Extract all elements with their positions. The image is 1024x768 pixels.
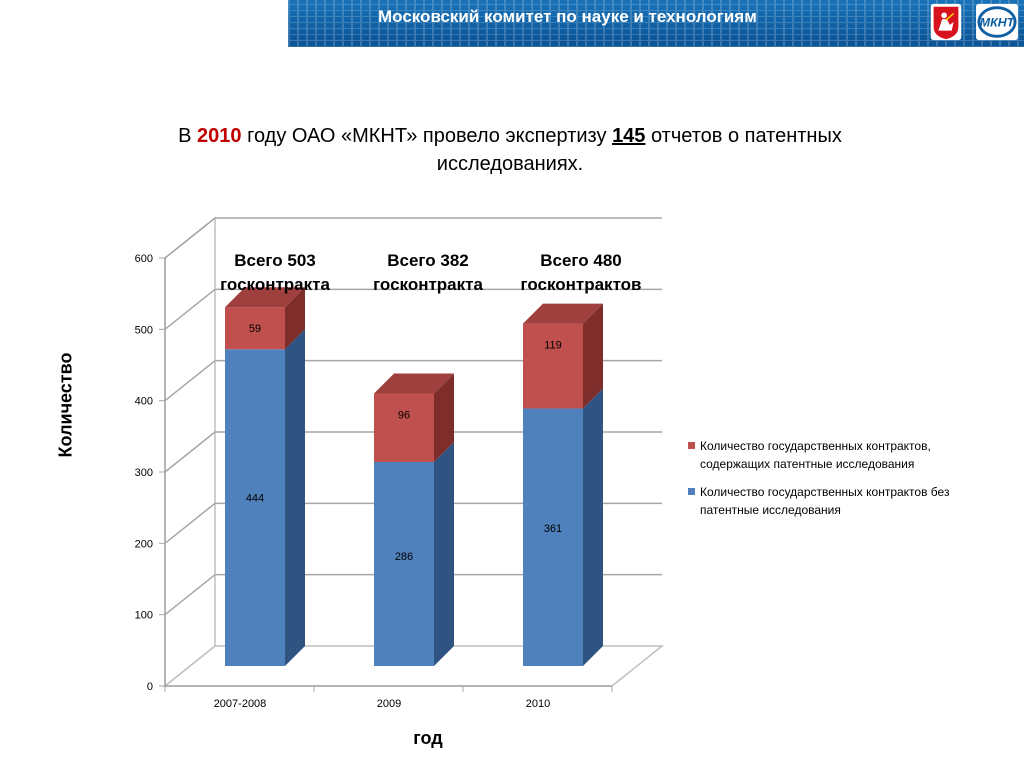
bar-top	[225, 287, 305, 308]
header-pattern	[288, 0, 1024, 47]
legend-label-without-patent: Количество государственных контрактов бе…	[700, 485, 950, 517]
legend-swatch-red	[688, 442, 695, 449]
y-tick-label: 200	[135, 538, 153, 550]
y-tick-label: 100	[135, 610, 153, 622]
legend-swatch-blue	[688, 488, 695, 495]
chart-legend: Количество государственных контрактов, с…	[688, 437, 988, 529]
bar-top	[374, 373, 454, 394]
bar-side	[434, 441, 454, 666]
gridline-diagonal	[164, 574, 216, 616]
bar-value-label: 119	[544, 340, 562, 352]
mknt-logo-text: МКНТ	[980, 16, 1016, 30]
bar-value-label: 361	[544, 523, 562, 535]
y-tick-label: 400	[135, 396, 153, 408]
bar-side	[285, 329, 305, 666]
bar-side	[434, 373, 454, 462]
bar-front	[374, 393, 434, 462]
gridline-diagonal	[164, 360, 216, 402]
bar-top	[523, 303, 603, 324]
bar-side	[583, 388, 603, 666]
bar-value-label: 286	[395, 551, 413, 563]
x-tick-label: 2010	[526, 698, 550, 710]
headline-year: 2010	[197, 125, 242, 147]
bar-front	[225, 349, 285, 666]
bar-value-label: 96	[398, 410, 410, 422]
headline-post: отчетов о патентных исследованиях.	[436, 125, 842, 175]
header-banner: Московский комитет по науке и технология…	[288, 0, 1024, 47]
x-axis-title: год	[413, 728, 443, 748]
headline-pre: В	[178, 125, 198, 147]
moscow-coat-of-arms-logo	[930, 3, 962, 41]
header-title: Московский комитет по науке и технология…	[378, 7, 757, 26]
bar-front	[374, 461, 434, 666]
y-tick-label: 0	[147, 681, 153, 693]
y-axis-title: Количество	[55, 352, 76, 458]
gridline-diagonal	[164, 431, 216, 473]
x-tick-label: 2007-2008	[214, 698, 267, 710]
total-label: Всего 480 госконтрактов	[520, 251, 642, 294]
legend-label-with-patent: Количество государственных контрактов, с…	[700, 439, 931, 471]
bar-side	[285, 287, 305, 350]
bar-front	[225, 307, 285, 350]
bar-value-label: 444	[246, 492, 264, 504]
x-tick-label: 2009	[377, 698, 401, 710]
legend-item-without-patent: Количество государственных контрактов бе…	[688, 483, 988, 519]
mknt-logo: МКНТ	[976, 3, 1018, 41]
bar-front	[523, 323, 583, 409]
page-headline: В 2010 году ОАО «МКНТ» провело экспертиз…	[110, 122, 910, 178]
y-tick-label: 300	[135, 467, 153, 479]
y-tick-label: 500	[135, 324, 153, 336]
bar-side	[583, 303, 603, 409]
y-tick-label: 600	[135, 253, 153, 265]
headline-mid: году ОАО «МКНТ» провело экспертизу	[241, 125, 613, 147]
bar-value-label: 59	[249, 323, 261, 335]
legend-item-with-patent: Количество государственных контрактов, с…	[688, 437, 988, 473]
total-label: Всего 382 госконтракта	[373, 251, 483, 294]
headline-count: 145	[612, 125, 646, 147]
total-label: Всего 503 госконтракта	[220, 251, 330, 294]
bar-front	[523, 408, 583, 666]
gridline-diagonal	[164, 288, 216, 330]
gridline-diagonal	[164, 217, 216, 259]
gridline-diagonal	[164, 502, 216, 544]
